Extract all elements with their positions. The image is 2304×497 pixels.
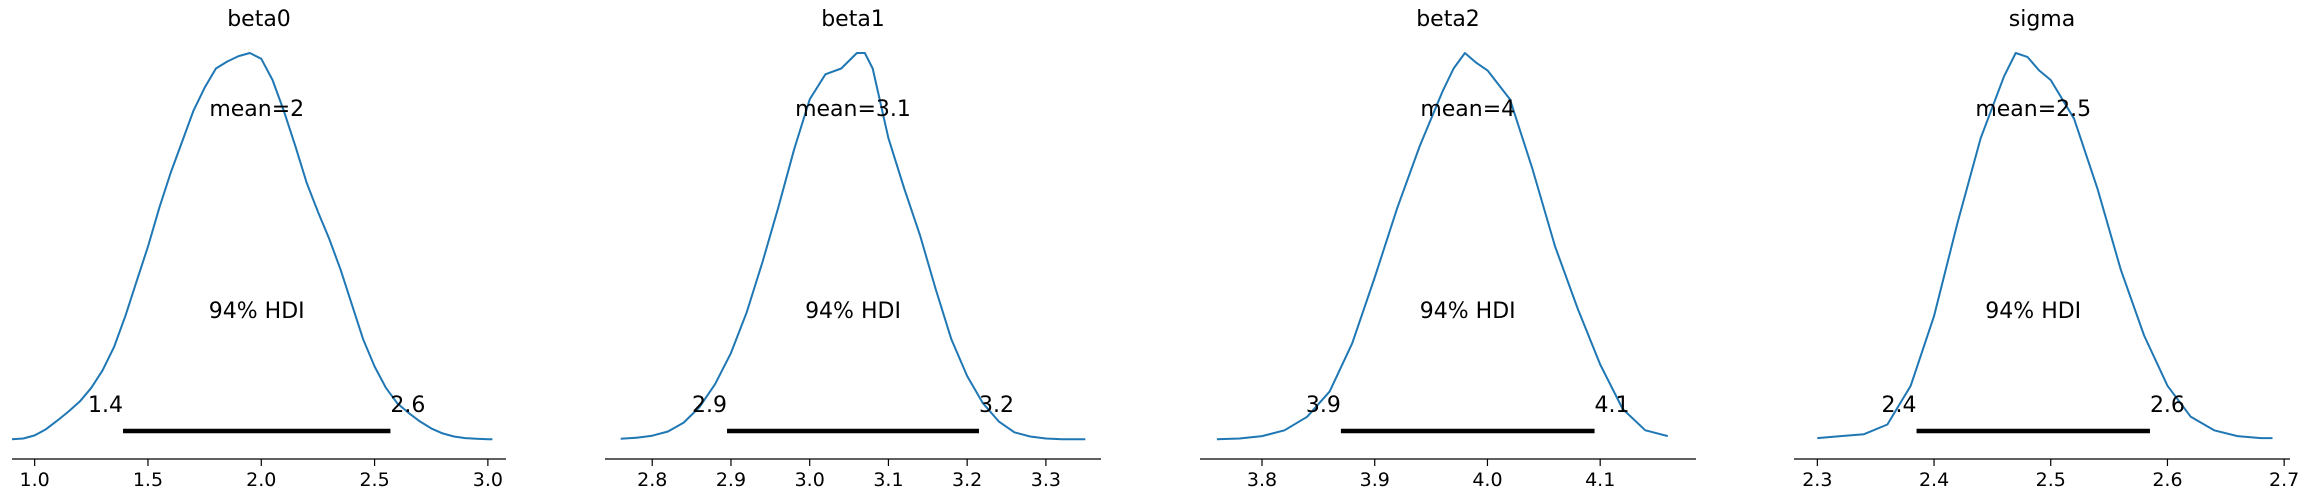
x-tick-label: 3.1 [873,469,903,491]
density-curve [1216,52,1669,441]
x-tick-label: 1.0 [20,469,50,491]
mean-label: mean=3.1 [795,97,911,122]
x-tick-label: 2.0 [246,469,276,491]
hdi-label: 94% HDI [805,299,901,324]
x-tick-label: 2.7 [2269,469,2299,491]
x-tick-label: 3.0 [473,469,503,491]
density-curve [11,52,493,441]
x-tick-label: 2.5 [2036,469,2066,491]
hdi-label: 94% HDI [1420,299,1516,324]
hdi-high-label: 2.6 [2150,393,2185,418]
x-tick-label: 4.1 [1585,469,1615,491]
hdi-label: 94% HDI [1985,299,2081,324]
panel-beta1: beta1 2.9 3.2 mean=3.1 94% HDI 2.8 2.9 3.0 3.1 3.… [605,7,1101,491]
x-tick-label: 2.6 [2152,469,2182,491]
panel-beta0: beta0 1.4 2.6 mean=2 94% HDI 1.0 1.5 2.0 2.5 3.0 [11,7,506,491]
x-tick-label: 4.0 [1472,469,1502,491]
x-tick-label: 3.8 [1247,469,1277,491]
panel-sigma: sigma 2.4 2.6 mean=2.5 94% HDI 2.3 2.4 2.5 2.6 2.… [1794,7,2299,491]
hdi-high-label: 3.2 [979,393,1014,418]
x-tick-label: 2.9 [716,469,746,491]
density-curve [620,52,1086,441]
mean-label: mean=2 [209,97,304,122]
hdi-low-label: 3.9 [1306,393,1341,418]
hdi-high-label: 4.1 [1595,393,1630,418]
x-tick-label: 1.5 [133,469,163,491]
x-tick-label: 2.8 [637,469,667,491]
hdi-low-label: 2.9 [692,393,727,418]
hdi-low-label: 1.4 [88,393,123,418]
x-tick-label: 3.2 [952,469,982,491]
panel-beta2: beta2 3.9 4.1 mean=4 94% HDI 3.8 3.9 4.0 4.1 [1200,7,1696,491]
panel-title: sigma [2009,7,2075,32]
panel-title: beta2 [1416,7,1480,32]
x-tick-label: 2.3 [1802,469,1832,491]
panel-title: beta0 [227,7,291,32]
x-tick-label: 3.3 [1031,469,1061,491]
hdi-low-label: 2.4 [1882,393,1917,418]
panel-title: beta1 [821,7,885,32]
x-tick-label: 2.4 [1919,469,1949,491]
x-tick-label: 2.5 [359,469,389,491]
x-tick-label: 3.9 [1360,469,1390,491]
density-curve [1817,52,2273,440]
hdi-label: 94% HDI [209,299,305,324]
x-tick-label: 3.0 [795,469,825,491]
mean-label: mean=2.5 [1975,97,2091,122]
mean-label: mean=4 [1420,97,1515,122]
hdi-high-label: 2.6 [390,393,425,418]
